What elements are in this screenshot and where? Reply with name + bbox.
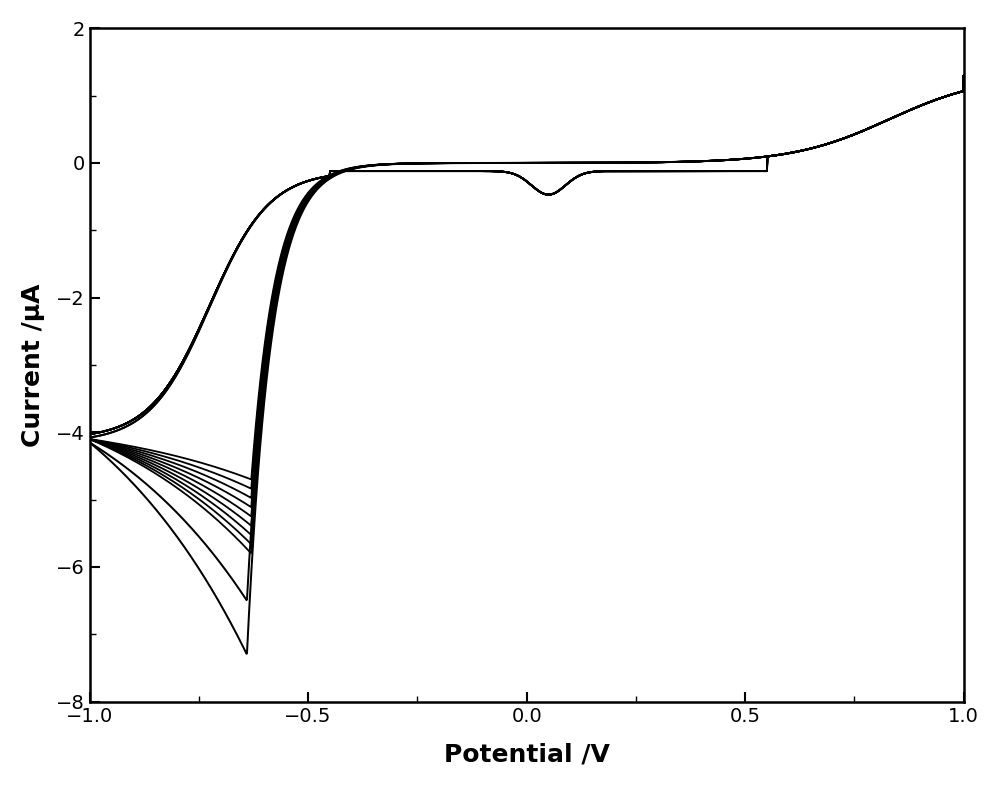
Y-axis label: Current /μA: Current /μA — [21, 283, 45, 447]
X-axis label: Potential /V: Potential /V — [444, 742, 610, 767]
